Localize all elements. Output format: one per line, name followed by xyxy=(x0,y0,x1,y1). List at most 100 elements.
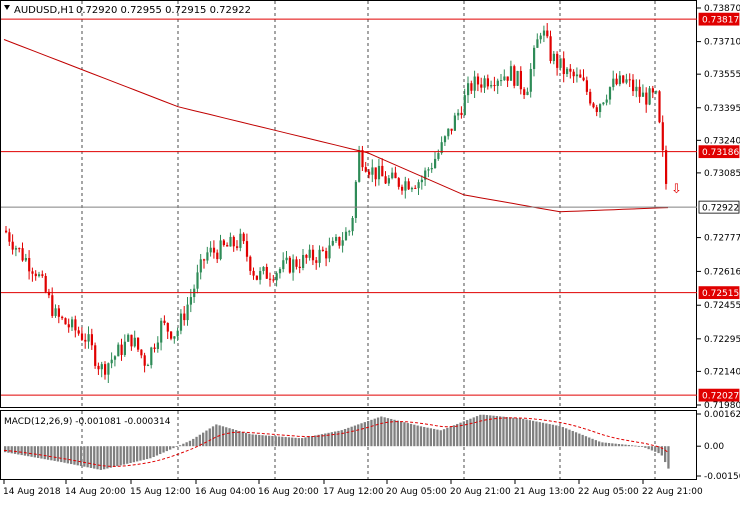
macd-bar xyxy=(215,424,218,447)
candle-bull xyxy=(566,68,569,75)
level-price-label: 0.73186 xyxy=(702,148,739,158)
candle-bear xyxy=(203,259,206,261)
candle-bull xyxy=(24,257,27,261)
candle-bull xyxy=(259,271,262,280)
candle-bull xyxy=(133,337,136,347)
macd-bar xyxy=(555,425,558,447)
candle-bull xyxy=(437,153,440,159)
candle-bull xyxy=(275,273,278,281)
time-label: 14 Aug 20:00 xyxy=(65,487,126,497)
candle-bear xyxy=(245,241,249,257)
macd-bar xyxy=(413,424,416,447)
candle-bear xyxy=(632,79,635,92)
candle-bear xyxy=(90,334,93,346)
macd-bar xyxy=(244,432,248,447)
macd-bar xyxy=(502,416,505,447)
collapse-triangle-icon[interactable] xyxy=(4,5,10,10)
macd-bar xyxy=(231,429,234,447)
candle-bear xyxy=(661,122,664,151)
candle-bear xyxy=(361,150,364,168)
macd-bar xyxy=(475,416,479,447)
macd-bar xyxy=(343,428,347,447)
candle-bull xyxy=(341,240,344,246)
candle-bull xyxy=(54,308,57,316)
macd-bar xyxy=(390,418,393,447)
candle-bear xyxy=(579,74,582,78)
macd-bar xyxy=(532,420,535,447)
macd-bar xyxy=(10,446,13,454)
macd-bar xyxy=(492,415,495,447)
candle-bull xyxy=(156,342,159,349)
candle-bull xyxy=(443,136,447,143)
sell-arrow-icon[interactable]: ⇩ xyxy=(671,182,682,197)
candle-bear xyxy=(595,107,598,113)
candle-bear xyxy=(546,30,549,37)
macd-bar xyxy=(235,430,238,447)
macd-bar xyxy=(535,421,538,447)
price-tick-label: 0.73710 xyxy=(704,38,740,48)
macd-bar xyxy=(617,443,621,447)
candle-bear xyxy=(582,77,585,81)
candle-bull xyxy=(14,248,18,250)
candle-bear xyxy=(615,78,618,85)
candle-bull xyxy=(483,78,486,88)
macd-bar xyxy=(327,432,330,447)
macd-bar xyxy=(469,418,472,447)
candle-bull xyxy=(354,181,357,218)
candle-bear xyxy=(5,230,8,233)
macd-bar xyxy=(261,435,264,447)
macd-bar xyxy=(258,434,261,447)
candle-bull xyxy=(179,313,183,331)
macd-bar xyxy=(103,446,106,470)
candle-bull xyxy=(500,80,503,82)
candle-bear xyxy=(265,266,268,279)
macd-bar xyxy=(525,419,528,447)
macd-bar xyxy=(145,446,149,460)
macd-bar xyxy=(508,417,512,447)
macd-bar xyxy=(644,446,647,448)
macd-bar xyxy=(657,446,660,454)
macd-bar xyxy=(320,434,324,447)
candle-bull xyxy=(496,80,499,86)
macd-bar xyxy=(528,420,531,447)
time-label: 16 Aug 04:00 xyxy=(195,487,256,497)
macd-bar xyxy=(604,442,607,447)
macd-bar xyxy=(56,446,60,462)
macd-bar xyxy=(211,426,215,447)
candle-bear xyxy=(226,245,229,247)
macd-bar xyxy=(202,432,205,447)
time-gridlines xyxy=(81,1,656,479)
candle-bear xyxy=(384,176,387,184)
level-price-label: 0.73817 xyxy=(702,16,739,26)
candle-bull xyxy=(473,76,476,91)
candle-bull xyxy=(536,39,539,48)
candle-bear xyxy=(658,91,661,123)
candle-bear xyxy=(364,167,367,172)
macd-bar xyxy=(241,431,244,447)
candle-bull xyxy=(278,269,282,274)
candle-bear xyxy=(589,91,592,104)
macd-bar xyxy=(37,446,40,458)
candle-bear xyxy=(628,79,631,81)
macd-bar xyxy=(162,446,165,453)
macd-bar xyxy=(462,421,465,447)
candle-bear xyxy=(368,171,371,175)
candle-bear xyxy=(269,278,272,280)
macd-bar xyxy=(172,446,175,449)
macd-bar xyxy=(376,417,380,447)
candle-bear xyxy=(569,68,572,72)
candle-bear xyxy=(166,322,169,332)
candle-bear xyxy=(47,291,51,296)
candle-bear xyxy=(401,186,404,191)
macd-histogram xyxy=(4,414,670,470)
candle-bear xyxy=(252,270,255,276)
macd-bar xyxy=(650,446,654,451)
macd-bar xyxy=(165,446,168,452)
macd-bar xyxy=(512,417,515,447)
macd-bar xyxy=(360,423,363,447)
macd-bar xyxy=(386,418,390,447)
candle-bear xyxy=(298,266,301,268)
candle-bull xyxy=(377,165,381,180)
